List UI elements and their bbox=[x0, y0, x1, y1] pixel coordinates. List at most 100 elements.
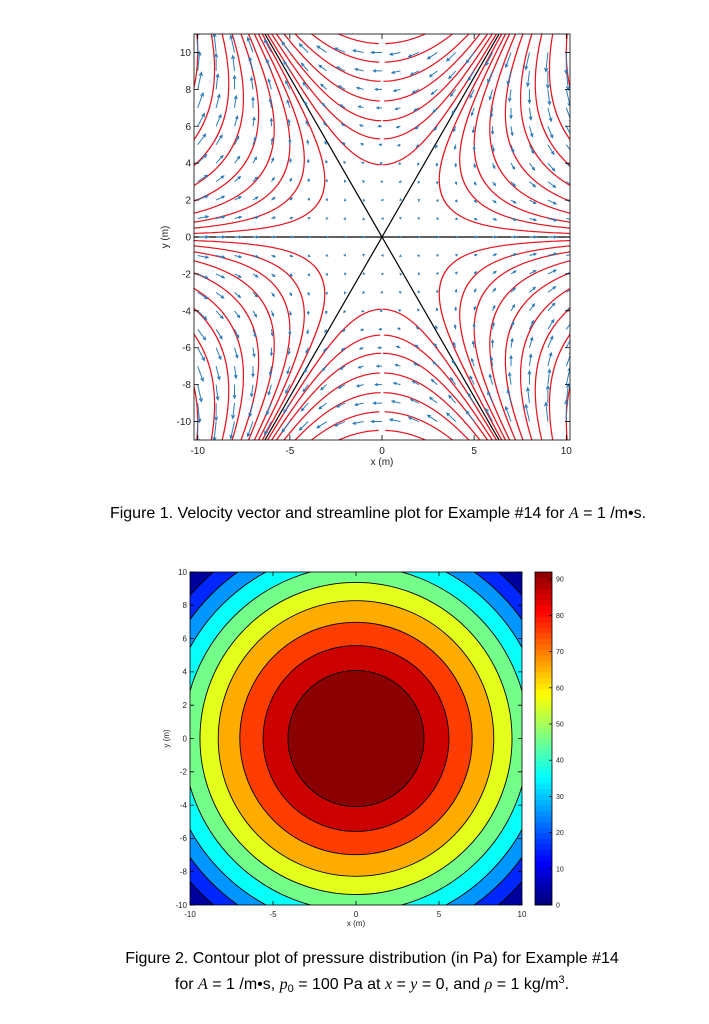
streamline bbox=[194, 34, 275, 214]
contour-line bbox=[287, 669, 425, 808]
vector-arrow bbox=[492, 162, 496, 170]
colorbar-segment bbox=[535, 688, 552, 695]
vector-arrow bbox=[231, 54, 236, 71]
vector-arrow bbox=[566, 218, 570, 220]
y-tick-label: -10 bbox=[175, 901, 187, 910]
vector-arrow bbox=[529, 181, 537, 188]
streamline bbox=[565, 34, 570, 90]
x-tick-label: -5 bbox=[269, 910, 277, 919]
vector-arrow bbox=[392, 381, 401, 386]
vector-arrow bbox=[362, 253, 365, 257]
vector-arrow bbox=[361, 235, 365, 239]
vector-arrow bbox=[212, 421, 217, 440]
vector-arrow bbox=[510, 337, 514, 348]
colorbar-segment bbox=[535, 705, 552, 712]
vector-arrow bbox=[492, 287, 497, 293]
vector-arrow bbox=[289, 235, 294, 239]
colorbar-segment bbox=[535, 843, 552, 850]
colorbar-segment bbox=[535, 888, 552, 895]
vector-arrow bbox=[435, 254, 440, 257]
vector-arrow bbox=[435, 144, 438, 149]
x-tick-label: 10 bbox=[561, 446, 573, 457]
vector-arrow bbox=[547, 351, 553, 367]
streamline bbox=[194, 34, 230, 167]
vector-arrow bbox=[232, 74, 237, 90]
vector-arrow bbox=[307, 177, 310, 182]
streamline bbox=[194, 34, 305, 229]
vector-arrow bbox=[448, 394, 457, 404]
vector-arrow bbox=[417, 290, 421, 294]
vector-arrow bbox=[305, 347, 309, 354]
vector-arrow bbox=[362, 217, 365, 221]
vector-arrow bbox=[547, 285, 557, 293]
vector-arrow bbox=[355, 384, 364, 388]
colorbar-segment bbox=[535, 588, 552, 595]
vector-arrow bbox=[454, 163, 458, 168]
vector-arrow bbox=[565, 306, 570, 312]
vector-arrow bbox=[321, 102, 328, 109]
vector-arrow bbox=[529, 199, 537, 205]
vector-arrow bbox=[289, 292, 293, 297]
y-tick-label: 6 bbox=[185, 122, 191, 133]
vector-arrow bbox=[271, 292, 275, 298]
vector-arrow bbox=[343, 291, 347, 295]
vector-arrow bbox=[529, 252, 538, 256]
streamline bbox=[368, 448, 379, 449]
vector-arrow bbox=[430, 378, 438, 386]
streamline bbox=[266, 34, 382, 166]
colorbar-segment bbox=[535, 749, 552, 756]
vector-arrow bbox=[415, 326, 420, 330]
vector-arrow bbox=[488, 373, 494, 385]
streamline bbox=[384, 34, 481, 102]
y-tick-label: -8 bbox=[182, 380, 191, 391]
vector-arrow bbox=[269, 347, 274, 357]
vector-arrow bbox=[377, 346, 382, 350]
vector-arrow bbox=[471, 126, 475, 134]
vector-arrow bbox=[416, 308, 420, 312]
vector-arrow bbox=[454, 271, 458, 275]
vector-arrow bbox=[454, 306, 458, 311]
streamline bbox=[270, 34, 381, 140]
vector-arrow bbox=[252, 254, 260, 258]
vector-arrow bbox=[491, 144, 495, 153]
streamline bbox=[194, 34, 244, 187]
streamline bbox=[385, 448, 396, 449]
vector-arrow bbox=[395, 125, 401, 129]
colorbar-tick-label: 0 bbox=[556, 903, 560, 910]
vector-arrow bbox=[286, 99, 291, 108]
vector-arrow bbox=[511, 235, 518, 239]
vector-arrow bbox=[547, 89, 552, 106]
vector-arrow bbox=[435, 163, 439, 167]
streamline bbox=[194, 287, 244, 440]
streamline bbox=[565, 384, 570, 440]
vector-arrow bbox=[215, 273, 226, 279]
vector-arrow bbox=[197, 153, 208, 164]
vector-arrow bbox=[469, 375, 475, 385]
colorbar-tick-label: 40 bbox=[556, 758, 564, 765]
vector-arrow bbox=[435, 289, 439, 293]
streamline bbox=[583, 320, 642, 449]
colorbar-segment bbox=[535, 838, 552, 845]
streamline bbox=[438, 34, 570, 235]
vector-arrow bbox=[234, 135, 240, 145]
vector-arrow bbox=[234, 215, 243, 220]
vector-arrow bbox=[388, 51, 401, 56]
vector-arrow bbox=[271, 216, 277, 220]
vector-arrow bbox=[265, 402, 272, 416]
vector-arrow bbox=[212, 34, 217, 53]
vector-arrow bbox=[510, 181, 517, 187]
colorbar-frame bbox=[534, 571, 553, 906]
caption-symbol: A bbox=[568, 505, 579, 522]
vector-arrow bbox=[413, 107, 420, 112]
vector-arrow bbox=[249, 76, 254, 90]
vector-arrow bbox=[473, 181, 477, 186]
vector-arrow bbox=[271, 254, 277, 258]
vector-arrow bbox=[197, 235, 210, 239]
vector-arrow bbox=[234, 155, 241, 164]
y-tick-label: -2 bbox=[182, 269, 191, 280]
vector-arrow bbox=[492, 181, 497, 187]
streamline bbox=[194, 34, 216, 141]
vector-arrow bbox=[267, 78, 272, 90]
vector-arrow bbox=[252, 235, 260, 239]
vector-arrow bbox=[342, 328, 346, 333]
